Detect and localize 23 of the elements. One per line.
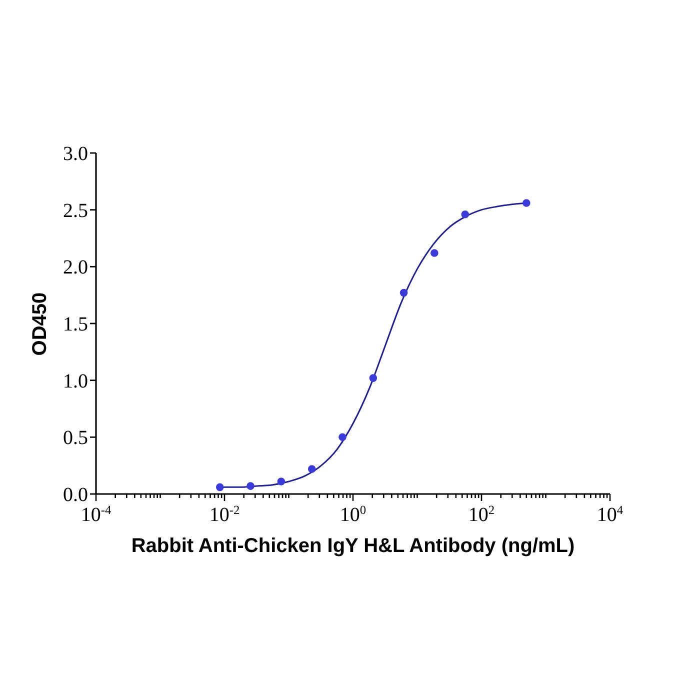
x-tick-label: 10$^{4}$ (596, 503, 624, 526)
x-axis-title: Rabbit Anti-Chicken IgY H&L Antibody (ng/mL) (131, 535, 575, 557)
x-tick-label: 10$^{-2}$ (209, 503, 240, 526)
point (277, 478, 286, 486)
x-tick-label: 10$^{-4}$ (80, 503, 112, 526)
point (430, 249, 438, 257)
x-tick-label: 10$^{0}$ (340, 503, 366, 526)
x-tick-label: 10$^{2}$ (468, 503, 495, 526)
point (216, 483, 224, 492)
y-tick-label: 1.5 (63, 314, 88, 336)
y-tick-label: 1.0 (63, 370, 88, 392)
point (461, 210, 470, 218)
y-tick-label: 2.5 (63, 200, 88, 222)
point (308, 465, 316, 473)
y-tick-label: 3.0 (63, 143, 88, 165)
point (400, 288, 408, 297)
point (246, 482, 254, 490)
y-axis-title: OD450 (29, 292, 51, 356)
y-tick-label: 2.0 (63, 256, 88, 279)
point (369, 374, 378, 382)
point (338, 433, 346, 442)
y-tick-label: 0.5 (63, 427, 88, 450)
y-tick-label: 0.0 (63, 484, 88, 506)
